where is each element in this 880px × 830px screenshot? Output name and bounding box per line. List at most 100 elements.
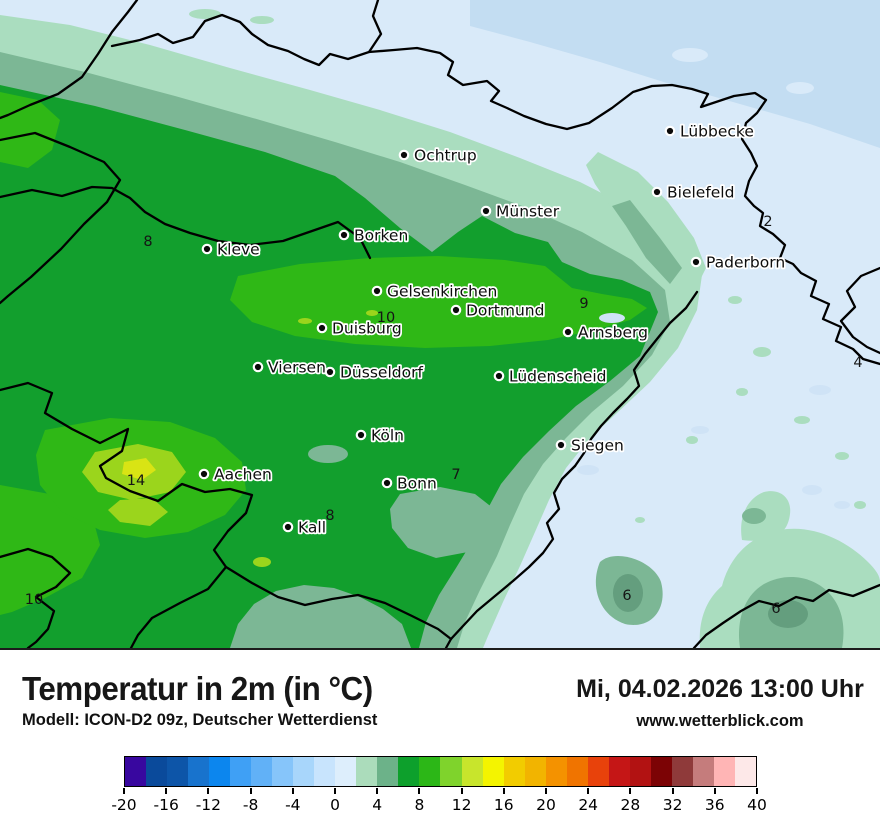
legend-cell: [230, 757, 252, 786]
city-marker-bonn: Bonn: [381, 473, 438, 494]
yellow-green-patch: [108, 498, 168, 526]
scale-tick: [291, 788, 294, 794]
border-southwest: [0, 547, 72, 650]
scale-tick: [713, 788, 716, 794]
legend-cell: [734, 757, 756, 786]
scale-tick-label: 4: [372, 796, 383, 814]
legend-cell: [524, 757, 546, 786]
info-panel: [0, 650, 880, 830]
temperature-value-label: 10: [25, 592, 43, 608]
city-label: Dortmund: [466, 302, 544, 320]
yellow-green-patch: [337, 322, 347, 328]
city-label: Siegen: [571, 437, 624, 455]
city-dot: [493, 370, 505, 382]
city-label: Köln: [371, 427, 404, 445]
city-marker-paderborn: Paderborn: [690, 252, 787, 273]
city-label: Kall: [298, 519, 326, 537]
city-label: Bonn: [397, 475, 437, 493]
ruhr-warm-strip: [230, 256, 647, 348]
legend-cell: [209, 757, 231, 786]
city-dot: [198, 468, 210, 480]
city-marker-viersen: Viersen: [252, 357, 328, 378]
city-label: Lüdenscheid: [509, 368, 607, 386]
legend-cell: [188, 757, 210, 786]
pale-green-spot: [189, 9, 221, 19]
scale-tick: [587, 788, 590, 794]
scale-tick-label: 8: [414, 796, 425, 814]
legend-cell: [650, 757, 672, 786]
temperature-value-label: 4: [853, 355, 862, 371]
scale-tick-label: 0: [330, 796, 340, 814]
yellow-green-patch: [366, 310, 378, 316]
city-marker-luedenscheid: Lüdenscheid: [493, 366, 608, 387]
city-markers: Lübbecke Ochtrup Bielefeld Münster Borken Kle…: [198, 121, 787, 538]
legend-cell: [440, 757, 462, 786]
city-dot: [381, 477, 393, 489]
city-marker-borken: Borken: [338, 225, 410, 246]
border-rhineland-palatinate: [224, 565, 453, 641]
map-canvas: 8 2 9 10 4 7 14 8 10 6 6 Lübbecke Ochtrup Bielefeld M…: [0, 0, 880, 650]
legend-cell: [146, 757, 168, 786]
pale-green-spot: [728, 296, 742, 304]
temperature-color-scale: [124, 756, 757, 787]
yellow-patch: [122, 458, 156, 480]
scale-tick-label: 24: [578, 796, 599, 814]
blue-patch: [802, 485, 822, 495]
sage-patch: [742, 508, 766, 524]
map-bottom-divider: [0, 648, 880, 650]
scale-tick: [502, 788, 505, 794]
city-dot: [252, 361, 264, 373]
city-label: Arnsberg: [578, 324, 648, 342]
city-marker-ochtrup: Ochtrup: [398, 145, 478, 166]
city-label: Münster: [496, 203, 560, 221]
border-rhine-kleve: [0, 185, 372, 260]
legend-cell: [419, 757, 441, 786]
legend-cell: [482, 757, 504, 786]
city-dot: [282, 521, 294, 533]
scale-tick: [376, 788, 379, 794]
scale-tick: [334, 788, 336, 794]
legend-cell: [167, 757, 189, 786]
city-label: Kleve: [217, 241, 260, 259]
cold-region-northeast: [470, 0, 880, 148]
scale-tick: [756, 788, 758, 794]
legend-cell: [251, 757, 273, 786]
scale-tick: [207, 788, 210, 794]
pale-green-spot: [635, 517, 645, 523]
city-dot: [651, 186, 663, 198]
city-dot: [201, 243, 213, 255]
scale-tick: [460, 788, 463, 794]
city-dot: [316, 322, 328, 334]
legend-cell: [335, 757, 357, 786]
blue-patch: [599, 313, 625, 323]
legend-cell: [398, 757, 420, 786]
yellow-green-patch: [298, 318, 312, 324]
scale-tick-label: 36: [704, 796, 725, 814]
blue-patch: [577, 465, 599, 475]
legend-cell: [377, 757, 399, 786]
sage-dark-core: [613, 574, 643, 612]
sage-patch: [308, 445, 348, 463]
blue-patch: [691, 426, 709, 434]
pale-green-spot: [854, 501, 866, 509]
border-netherlands-north: [0, 0, 139, 120]
legend-cell: [461, 757, 483, 786]
scale-tick-label: 40: [747, 796, 767, 814]
legend-cell: [608, 757, 630, 786]
temperature-value-label: 6: [622, 588, 631, 604]
legend-cell: [629, 757, 651, 786]
legend-cell: [272, 757, 294, 786]
legend-cell: [545, 757, 567, 786]
scale-tick-label: 28: [620, 796, 641, 814]
temperature-value-label: 8: [325, 508, 334, 524]
legend-cell: [125, 757, 147, 786]
pale-green-spot: [686, 436, 698, 444]
city-dot: [664, 125, 676, 137]
scale-tick-label: -16: [153, 796, 179, 814]
sage-patch: [390, 487, 498, 558]
yellow-green-patch: [253, 557, 271, 567]
scale-tick-label: -8: [242, 796, 259, 814]
temperature-value-label: 7: [451, 467, 460, 483]
pale-green-spot: [753, 347, 771, 357]
city-marker-kall: Kall: [282, 517, 328, 538]
